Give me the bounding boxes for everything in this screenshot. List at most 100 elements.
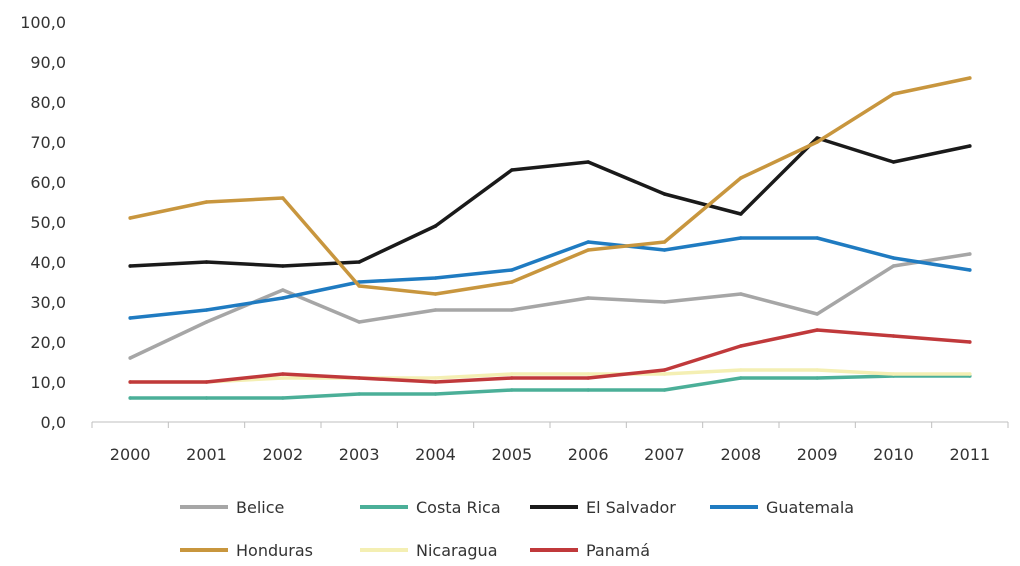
legend-label-el-salvador: El Salvador: [586, 498, 676, 517]
x-tick-label: 2004: [415, 445, 456, 464]
y-tick-label: 70,0: [30, 133, 66, 152]
data-point-panam: [968, 340, 972, 344]
data-point-honduras: [510, 280, 514, 284]
data-point-nicaragua: [968, 372, 972, 376]
data-point-guatemala: [815, 236, 819, 240]
data-point-panam: [433, 380, 438, 384]
data-point-el-salvador: [128, 264, 132, 268]
data-point-el-salvador: [586, 160, 590, 164]
y-tick-label: 100,0: [20, 13, 66, 32]
axes: 0,0 10,0 20,0 30,0 40,0 50,0 60,0 70,0 80,0 90,0 1…: [20, 13, 1009, 464]
x-tick-label: 2006: [568, 445, 609, 464]
data-point-guatemala: [739, 236, 743, 240]
legend-label-guatemala: Guatemala: [766, 498, 854, 517]
x-tick-label: 2010: [873, 445, 914, 464]
data-point-guatemala: [891, 256, 896, 260]
data-point-panam: [739, 344, 743, 348]
x-tick-label: 2007: [644, 445, 685, 464]
series-line-panam: [128, 328, 972, 384]
x-tick-label: 2003: [339, 445, 380, 464]
data-point-costa-rica: [739, 376, 743, 380]
x-tick-label: 2002: [262, 445, 303, 464]
data-point-honduras: [204, 200, 209, 204]
y-tick-label: 40,0: [30, 253, 66, 272]
data-point-guatemala: [204, 308, 209, 312]
data-point-nicaragua: [815, 368, 819, 372]
legend-label-costa-rica: Costa Rica: [416, 498, 501, 517]
legend-label-honduras: Honduras: [236, 541, 313, 560]
data-point-costa-rica: [433, 392, 438, 396]
data-point-costa-rica: [510, 388, 514, 392]
data-point-nicaragua: [739, 368, 743, 372]
data-point-honduras: [815, 140, 819, 144]
data-point-nicaragua: [662, 372, 667, 376]
y-tick-label: 30,0: [30, 293, 66, 312]
data-point-nicaragua: [891, 372, 896, 376]
series-line-belice: [128, 252, 972, 360]
data-point-belice: [739, 292, 743, 296]
data-point-honduras: [586, 248, 590, 252]
y-tick-label: 80,0: [30, 93, 66, 112]
legend-label-panam: Panamá: [586, 541, 650, 560]
data-point-costa-rica: [204, 396, 209, 400]
data-point-panam: [128, 380, 132, 384]
series-line-nicaragua: [128, 368, 972, 384]
data-point-panam: [204, 380, 209, 384]
data-point-belice: [204, 320, 209, 324]
data-point-honduras: [968, 76, 972, 80]
data-point-honduras: [281, 196, 285, 200]
series-line-honduras: [128, 76, 972, 296]
series-lines: [128, 76, 972, 400]
data-point-guatemala: [586, 240, 590, 244]
data-point-honduras: [739, 176, 743, 180]
data-point-belice: [281, 288, 285, 292]
data-point-costa-rica: [281, 396, 285, 400]
data-point-el-salvador: [357, 260, 361, 264]
data-point-el-salvador: [891, 160, 896, 164]
data-point-panam: [281, 372, 285, 376]
data-point-guatemala: [968, 268, 972, 272]
data-point-nicaragua: [281, 376, 285, 380]
y-tick-label: 50,0: [30, 213, 66, 232]
data-point-el-salvador: [815, 136, 819, 140]
data-point-belice: [433, 308, 438, 312]
y-tick-label: 0,0: [41, 413, 66, 432]
data-point-el-salvador: [281, 264, 285, 268]
x-tick-label: 2011: [949, 445, 990, 464]
data-point-belice: [357, 320, 361, 324]
data-point-honduras: [891, 92, 896, 96]
data-point-el-salvador: [662, 192, 667, 196]
data-point-honduras: [433, 292, 438, 296]
series-line-costa-rica: [128, 374, 972, 400]
data-point-nicaragua: [433, 376, 438, 380]
data-point-panam: [662, 368, 667, 372]
data-point-panam: [357, 376, 361, 380]
data-point-guatemala: [433, 276, 438, 280]
y-tick-label: 90,0: [30, 53, 66, 72]
data-point-el-salvador: [739, 212, 743, 216]
data-point-belice: [815, 312, 819, 316]
data-point-guatemala: [128, 316, 132, 320]
data-point-el-salvador: [968, 144, 972, 148]
data-point-panam: [586, 376, 590, 380]
data-point-belice: [128, 356, 132, 360]
data-point-honduras: [128, 216, 132, 220]
legend: Belice Costa Rica El Salvador Guatemala Hond…: [180, 498, 854, 560]
data-point-belice: [662, 300, 667, 304]
data-point-el-salvador: [204, 260, 209, 264]
data-point-belice: [510, 308, 514, 312]
x-tick-label: 2001: [186, 445, 227, 464]
data-point-panam: [815, 328, 819, 332]
x-tick-label: 2005: [491, 445, 532, 464]
data-point-costa-rica: [662, 388, 667, 392]
x-tick-label: 2008: [720, 445, 761, 464]
data-point-belice: [891, 264, 896, 268]
data-point-honduras: [357, 284, 361, 288]
y-tick-label: 60,0: [30, 173, 66, 192]
data-point-honduras: [662, 240, 667, 244]
x-tick-label: 2009: [797, 445, 838, 464]
legend-label-nicaragua: Nicaragua: [416, 541, 498, 560]
data-point-el-salvador: [510, 168, 514, 172]
data-point-belice: [586, 296, 590, 300]
legend-label-belice: Belice: [236, 498, 284, 517]
